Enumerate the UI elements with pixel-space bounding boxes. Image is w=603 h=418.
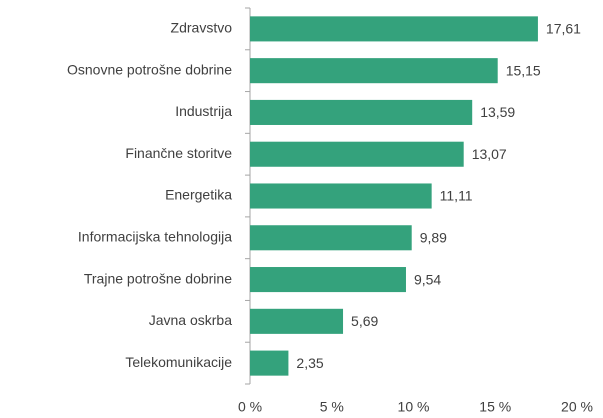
x-tick-label: 10 % — [398, 399, 430, 415]
y-tick-label: Zdravstvo — [171, 20, 233, 36]
x-tick-label: 0 % — [238, 399, 262, 415]
bar — [250, 16, 538, 42]
value-label: 13,59 — [480, 104, 515, 120]
value-label: 15,15 — [506, 62, 541, 78]
y-tick-label: Energetika — [165, 187, 232, 203]
y-tick-label: Finančne storitve — [125, 145, 232, 161]
value-label: 2,35 — [296, 355, 323, 371]
bar — [250, 99, 473, 125]
bar — [250, 308, 344, 334]
bar — [250, 225, 412, 251]
bar — [250, 267, 406, 293]
y-tick-label: Trajne potrošne dobrine — [84, 270, 232, 286]
x-tick-label: 15 % — [479, 399, 511, 415]
value-label: 9,89 — [420, 229, 447, 245]
bar — [250, 350, 289, 376]
y-tick-label: Javna oskrba — [149, 312, 232, 328]
bar — [250, 183, 432, 209]
bar — [250, 141, 464, 167]
x-tick-label: 5 % — [320, 399, 344, 415]
value-label: 11,11 — [440, 188, 473, 204]
value-label: 17,61 — [546, 21, 581, 37]
value-label: 13,07 — [472, 146, 507, 162]
y-tick-label: Informacijska tehnologija — [78, 228, 232, 244]
bar — [250, 58, 498, 84]
value-label: 9,54 — [414, 271, 441, 287]
x-tick-label: 20 % — [561, 399, 593, 415]
y-tick-label: Osnovne potrošne dobrine — [67, 61, 232, 77]
y-tick-label: Telekomunikacije — [125, 354, 232, 370]
y-tick-label: Industrija — [175, 103, 232, 119]
value-label: 5,69 — [351, 313, 378, 329]
